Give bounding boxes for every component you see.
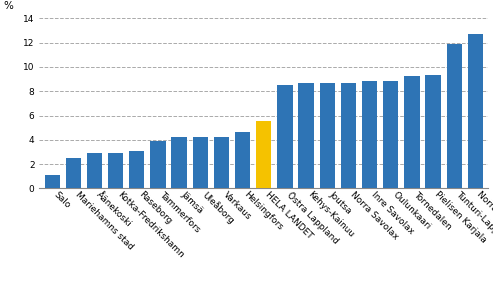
Bar bbox=[193, 137, 208, 188]
Bar bbox=[447, 44, 462, 188]
Bar bbox=[129, 151, 144, 188]
Bar bbox=[214, 137, 229, 188]
Bar bbox=[341, 83, 356, 188]
Bar bbox=[319, 83, 335, 188]
Bar bbox=[235, 132, 250, 188]
Bar bbox=[468, 34, 483, 188]
Bar bbox=[87, 153, 102, 188]
Bar bbox=[298, 83, 314, 188]
Bar bbox=[256, 121, 271, 188]
Bar bbox=[172, 137, 187, 188]
Bar bbox=[277, 85, 292, 188]
Bar bbox=[150, 141, 166, 188]
Bar bbox=[362, 81, 377, 188]
Bar bbox=[383, 81, 398, 188]
Text: %: % bbox=[3, 2, 13, 12]
Bar bbox=[108, 153, 123, 188]
Bar bbox=[44, 175, 60, 188]
Bar bbox=[425, 75, 441, 188]
Bar bbox=[66, 158, 81, 188]
Bar bbox=[404, 76, 420, 188]
